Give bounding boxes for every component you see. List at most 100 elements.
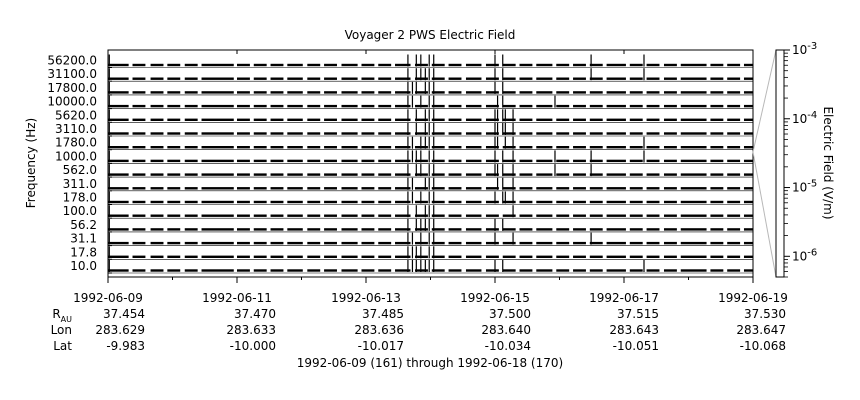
channel-trace-segment	[253, 214, 267, 217]
channel-trace-segment	[485, 187, 499, 190]
frequency-label: 1000.0	[55, 149, 97, 163]
channel-trace-segment	[253, 269, 267, 272]
channel-trace-segment	[646, 91, 660, 94]
channel-trace-segment	[573, 187, 586, 190]
channel-trace-segment	[502, 200, 516, 204]
channel-trace-segment	[287, 200, 303, 204]
channel-trace-segment	[201, 214, 234, 217]
channel-trace-segment	[589, 132, 603, 135]
channel-trace-segment	[415, 187, 428, 190]
channel-trace-segment	[341, 146, 358, 149]
ephemeris-lat-value: -9.983	[106, 339, 145, 353]
channel-trace-segment	[536, 159, 553, 163]
channel-trace-segment	[519, 159, 533, 163]
channel-trace-segment	[502, 214, 516, 217]
channel-trace-segment	[270, 269, 284, 272]
channel-trace-segment	[132, 159, 146, 163]
ephemeris-label-lat: Lat	[53, 339, 72, 353]
channel-trace-segment	[502, 104, 516, 108]
channel-trace-segment	[132, 255, 146, 258]
channel-trace-segment	[536, 91, 553, 94]
channel-trace-segment	[307, 187, 321, 190]
channel-trace-segment	[589, 255, 603, 258]
channel-trace-segment	[307, 104, 321, 108]
channel-trace-segment	[201, 269, 234, 272]
channel-trace-segment	[361, 200, 375, 204]
channel-trace-segment	[727, 255, 741, 258]
channel-trace-segment	[307, 132, 321, 135]
channel-trace-segment	[556, 269, 570, 272]
channel-trace-segment	[680, 241, 707, 245]
frequency-label: 17800.0	[47, 81, 97, 95]
channel-trace-segment	[201, 118, 234, 121]
channel-trace-segment	[324, 241, 337, 245]
ephemeris-rau-value: 37.470	[234, 307, 276, 321]
channel-trace-segment	[108, 214, 129, 217]
channel-trace-segment	[415, 63, 428, 67]
channel-trace-segment	[395, 241, 411, 245]
channel-trace-segment	[341, 104, 358, 108]
channel-trace-segment	[184, 63, 198, 67]
channel-trace-segment	[201, 63, 234, 67]
channel-trace-segment	[646, 63, 660, 67]
colorbar-connector-bottom	[752, 151, 777, 278]
channel-trace-segment	[448, 91, 462, 94]
channel-trace-segment	[502, 241, 516, 245]
channel-trace-segment	[629, 200, 643, 204]
chart-title: Voyager 2 PWS Electric Field	[345, 28, 516, 42]
channel-trace-segment	[253, 241, 267, 245]
channel-trace-segment	[378, 159, 392, 163]
channel-trace-segment	[415, 200, 428, 204]
channel-trace-segment	[431, 241, 445, 245]
channel-trace-segment	[108, 255, 129, 258]
channel-trace-segment	[307, 269, 321, 272]
channel-trace-segment	[324, 228, 337, 231]
channel-trace-segment	[606, 241, 626, 245]
channel-trace-segment	[573, 228, 586, 231]
channel-trace-segment	[201, 241, 234, 245]
channel-trace-segment	[629, 187, 643, 190]
channel-trace-segment	[287, 228, 303, 231]
channel-trace-segment	[727, 63, 741, 67]
channel-trace-segment	[431, 146, 445, 149]
frequency-label: 31100.0	[47, 67, 97, 81]
channel-trace-segment	[536, 255, 553, 258]
channel-trace-segment	[573, 269, 586, 272]
channel-trace-segment	[415, 132, 428, 135]
channel-trace-segment	[663, 269, 677, 272]
channel-trace-segment	[727, 228, 741, 231]
x-tick-label: 1992-06-11	[202, 291, 272, 305]
ephemeris-lon-value: 283.643	[609, 323, 659, 337]
channel-trace-segment	[519, 146, 533, 149]
channel-trace-segment	[589, 228, 603, 231]
colorbar-connector-top	[752, 49, 777, 153]
channel-trace-segment	[184, 91, 198, 94]
channel-trace-segment	[150, 187, 164, 190]
channel-trace-segment	[573, 146, 586, 149]
channel-trace-segment	[646, 255, 660, 258]
channel-trace-segment	[341, 63, 358, 67]
channel-trace-segment	[606, 63, 626, 67]
channel-trace-segment	[253, 118, 267, 121]
channel-trace-segment	[253, 200, 267, 204]
channel-trace-segment	[361, 214, 375, 217]
channel-trace-segment	[108, 91, 129, 94]
channel-trace-segment	[743, 77, 753, 80]
channel-traces	[108, 54, 753, 274]
channel-trace-segment	[646, 228, 660, 231]
channel-trace-segment	[378, 187, 392, 190]
channel-trace-segment	[589, 118, 603, 121]
channel-trace-segment	[743, 228, 753, 231]
channel-trace-segment	[465, 255, 482, 258]
ephemeris-rau-value: 37.485	[362, 307, 404, 321]
channel-trace-segment	[167, 214, 181, 217]
channel-trace-segment	[431, 200, 445, 204]
channel-trace-segment	[150, 77, 164, 80]
channel-trace-segment	[710, 63, 724, 67]
channel-trace-segment	[184, 241, 198, 245]
channel-trace-segment	[556, 132, 570, 135]
channel-trace-segment	[378, 132, 392, 135]
channel-trace-segment	[270, 173, 284, 176]
channel-trace-segment	[324, 146, 337, 149]
channel-trace-segment	[646, 118, 660, 121]
